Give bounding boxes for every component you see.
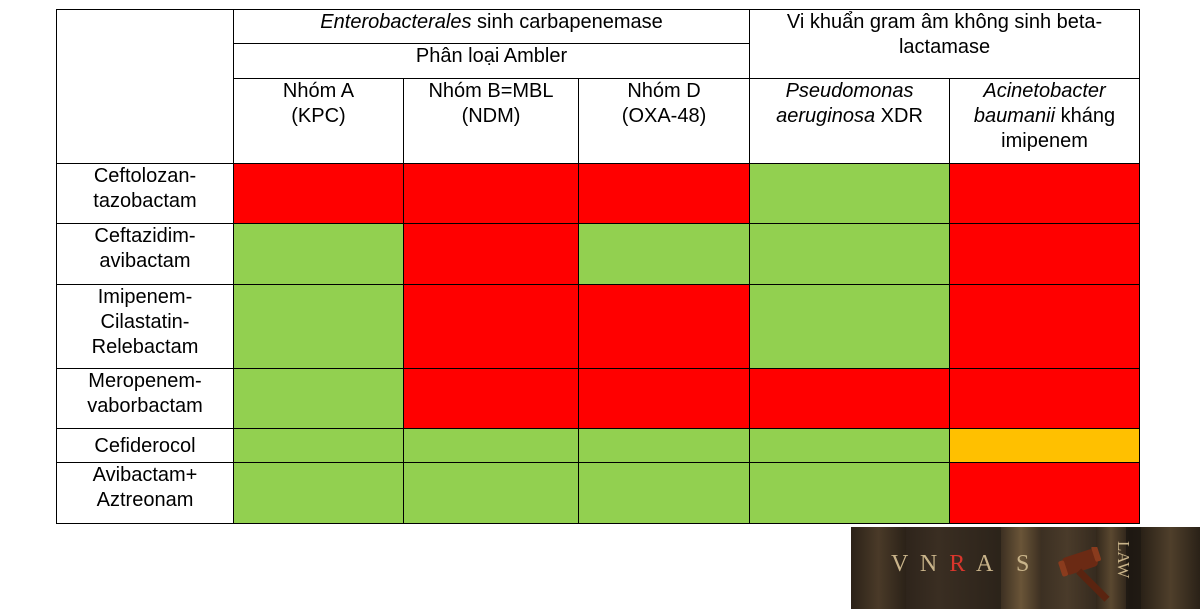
table-row: Meropenem-vaborbactam [56, 368, 1141, 429]
cell [949, 428, 1141, 463]
cell [233, 223, 404, 285]
cell [403, 284, 579, 369]
cell [403, 223, 579, 285]
cell [403, 428, 579, 463]
row-label: Ceftazidim-avibactam [56, 223, 234, 285]
cell [233, 368, 404, 429]
row-label: Cefiderocol [56, 428, 234, 463]
cell [949, 368, 1141, 429]
header-group-enterobacterales: Enterobacterales sinh carbapenemase [232, 9, 751, 44]
cell [577, 428, 751, 463]
book-spine [851, 527, 906, 609]
cell [577, 223, 751, 285]
cell [949, 462, 1141, 524]
cell [403, 368, 579, 429]
gavel-icon [1058, 547, 1110, 602]
cell [577, 284, 751, 369]
header-col-group-b: Nhóm B=MBL (NDM) [403, 78, 579, 164]
row-label: Meropenem-vaborbactam [56, 368, 234, 429]
table-row: Cefiderocol [56, 428, 1141, 463]
cell [749, 462, 951, 524]
cell [577, 368, 751, 429]
header-col-group-d: Nhóm D (OXA-48) [577, 78, 751, 164]
header-col-pseudomonas: Pseudomonas aeruginosa XDR [749, 78, 951, 164]
cell [749, 368, 951, 429]
cell [403, 462, 579, 524]
header-group-gram-negative: Vi khuẩn gram âm không sinh beta-lactama… [749, 9, 1141, 79]
cell [749, 284, 951, 369]
table-row: Avibactam+ Aztreonam [56, 462, 1141, 524]
table-row: Imipenem- Cilastatin- Relebactam [56, 284, 1141, 369]
logo-law-text: LAW [1114, 541, 1133, 579]
corner-cell [56, 9, 234, 164]
cell [233, 462, 404, 524]
row-label: Ceftolozan-tazobactam [56, 163, 234, 224]
cell [577, 462, 751, 524]
row-label: Imipenem- Cilastatin- Relebactam [56, 284, 234, 369]
cell [233, 284, 404, 369]
cell [577, 163, 751, 224]
cell [949, 284, 1141, 369]
book-spine [1141, 527, 1200, 609]
cell [949, 223, 1141, 285]
header-col-acinetobacter: Acinetobacter baumanii kháng imipenem [949, 78, 1141, 164]
row-label: Avibactam+ Aztreonam [56, 462, 234, 524]
header-ambler: Phân loại Ambler [232, 43, 751, 79]
cell [233, 428, 404, 463]
comparison-table: Enterobacterales sinh carbapenemase Vi k… [56, 9, 1141, 524]
vnras-law-logo: V N R A S LAW [851, 527, 1200, 609]
cell [749, 223, 951, 285]
table-row: Ceftolozan-tazobactam [56, 163, 1141, 224]
cell [749, 163, 951, 224]
cell [233, 163, 404, 224]
cell [403, 163, 579, 224]
cell [949, 163, 1141, 224]
table-row: Ceftazidim-avibactam [56, 223, 1141, 285]
header-col-group-a: Nhóm A (KPC) [233, 78, 404, 164]
cell [749, 428, 951, 463]
logo-letters: V N R A S [891, 551, 1030, 577]
book-spine [1001, 527, 1041, 609]
